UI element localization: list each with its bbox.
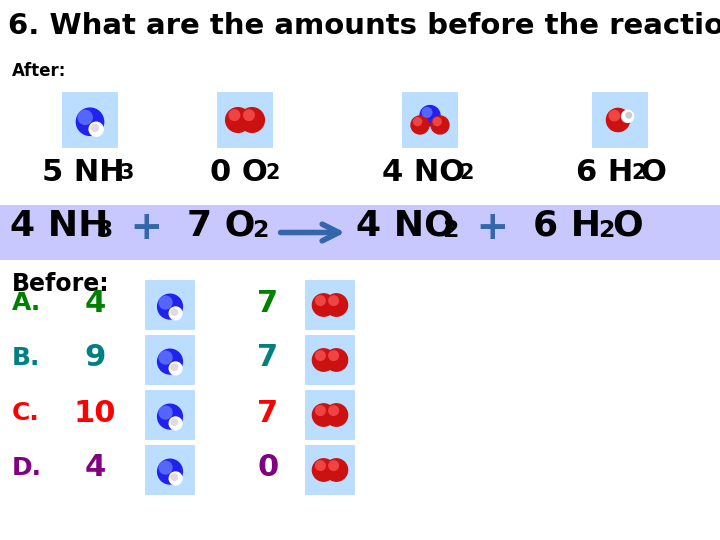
Circle shape (325, 294, 348, 316)
Text: 7 O: 7 O (187, 209, 256, 243)
Circle shape (76, 108, 104, 136)
Text: 4 NH: 4 NH (10, 209, 109, 243)
Circle shape (329, 296, 338, 306)
Circle shape (171, 474, 178, 481)
Circle shape (315, 406, 325, 415)
Text: 2: 2 (598, 219, 614, 242)
Circle shape (329, 406, 338, 415)
Circle shape (225, 107, 251, 132)
Circle shape (171, 364, 178, 370)
Circle shape (433, 118, 441, 126)
Text: 7: 7 (258, 288, 279, 318)
Text: 4: 4 (84, 454, 106, 483)
FancyBboxPatch shape (217, 92, 273, 148)
Text: 3: 3 (96, 219, 113, 242)
Text: 9: 9 (84, 343, 106, 373)
Text: A.: A. (12, 291, 41, 315)
Text: O: O (641, 158, 667, 187)
Text: 2: 2 (459, 163, 474, 183)
Circle shape (78, 110, 92, 124)
Circle shape (315, 351, 325, 360)
Circle shape (329, 461, 338, 470)
Text: 4: 4 (84, 288, 106, 318)
Text: C.: C. (12, 401, 40, 425)
Text: 0: 0 (257, 454, 279, 483)
Circle shape (312, 349, 335, 371)
Circle shape (325, 459, 348, 481)
Circle shape (606, 109, 629, 132)
Circle shape (169, 417, 182, 430)
Circle shape (91, 124, 99, 131)
Circle shape (89, 122, 103, 136)
Circle shape (229, 110, 240, 120)
Circle shape (240, 107, 264, 132)
Circle shape (169, 307, 182, 320)
FancyBboxPatch shape (0, 205, 720, 260)
Text: 10: 10 (73, 399, 116, 428)
Circle shape (169, 362, 182, 375)
Circle shape (169, 472, 182, 485)
Circle shape (312, 404, 335, 426)
Circle shape (159, 296, 172, 309)
Text: 6. What are the amounts before the reaction?: 6. What are the amounts before the react… (8, 12, 720, 40)
Circle shape (411, 116, 429, 134)
Circle shape (315, 296, 325, 306)
FancyBboxPatch shape (145, 280, 195, 330)
Text: 4 NO: 4 NO (356, 209, 455, 243)
Text: Before:: Before: (12, 272, 109, 296)
Circle shape (158, 294, 182, 319)
Circle shape (312, 294, 335, 316)
Circle shape (159, 461, 172, 474)
Text: 2: 2 (252, 219, 269, 242)
Circle shape (159, 351, 172, 364)
Circle shape (312, 459, 335, 481)
Circle shape (431, 116, 449, 134)
Circle shape (621, 110, 634, 123)
Circle shape (325, 404, 348, 426)
Circle shape (325, 349, 348, 371)
Circle shape (158, 459, 182, 484)
Circle shape (158, 349, 182, 374)
Circle shape (422, 107, 432, 117)
Text: 6 H: 6 H (533, 209, 601, 243)
Circle shape (171, 309, 178, 315)
Circle shape (243, 110, 254, 120)
Circle shape (609, 110, 620, 121)
Text: 3: 3 (120, 163, 134, 183)
FancyBboxPatch shape (145, 445, 195, 495)
Text: 4 NO: 4 NO (382, 158, 465, 187)
Text: +: + (463, 209, 523, 247)
Text: D.: D. (12, 456, 42, 480)
Text: +: + (117, 209, 177, 247)
Text: 2: 2 (631, 163, 646, 183)
Text: O: O (612, 209, 643, 243)
FancyBboxPatch shape (305, 280, 355, 330)
Circle shape (626, 112, 631, 118)
FancyBboxPatch shape (62, 92, 118, 148)
Circle shape (159, 406, 172, 419)
FancyBboxPatch shape (305, 445, 355, 495)
Text: 0 O: 0 O (210, 158, 268, 187)
Text: B.: B. (12, 346, 40, 370)
FancyBboxPatch shape (305, 335, 355, 385)
Text: 6 H: 6 H (576, 158, 633, 187)
Circle shape (315, 461, 325, 470)
Text: 2: 2 (265, 163, 279, 183)
Circle shape (420, 106, 440, 126)
Circle shape (158, 404, 182, 429)
Circle shape (413, 118, 422, 126)
FancyBboxPatch shape (305, 390, 355, 440)
Text: After:: After: (12, 62, 66, 80)
Text: 2: 2 (443, 219, 459, 242)
Text: 7: 7 (258, 399, 279, 428)
Text: 5 NH: 5 NH (42, 158, 125, 187)
Circle shape (329, 351, 338, 360)
Text: 7: 7 (258, 343, 279, 373)
FancyBboxPatch shape (145, 390, 195, 440)
FancyBboxPatch shape (592, 92, 648, 148)
FancyBboxPatch shape (402, 92, 458, 148)
FancyBboxPatch shape (145, 335, 195, 385)
Circle shape (171, 419, 178, 426)
